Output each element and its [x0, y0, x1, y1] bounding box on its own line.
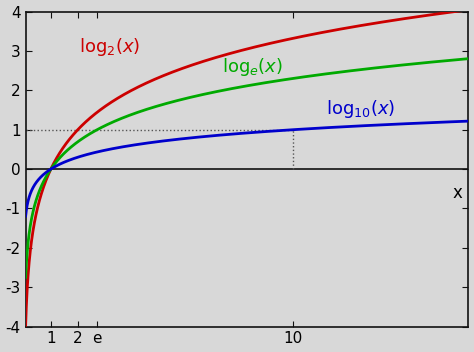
Text: $\mathrm{log}_2(x)$: $\mathrm{log}_2(x)$: [80, 36, 141, 58]
Text: $\mathrm{log}_{10}(x)$: $\mathrm{log}_{10}(x)$: [326, 98, 395, 120]
Text: $\mathrm{log}_e(x)$: $\mathrm{log}_e(x)$: [222, 56, 283, 78]
Text: x: x: [452, 184, 462, 202]
